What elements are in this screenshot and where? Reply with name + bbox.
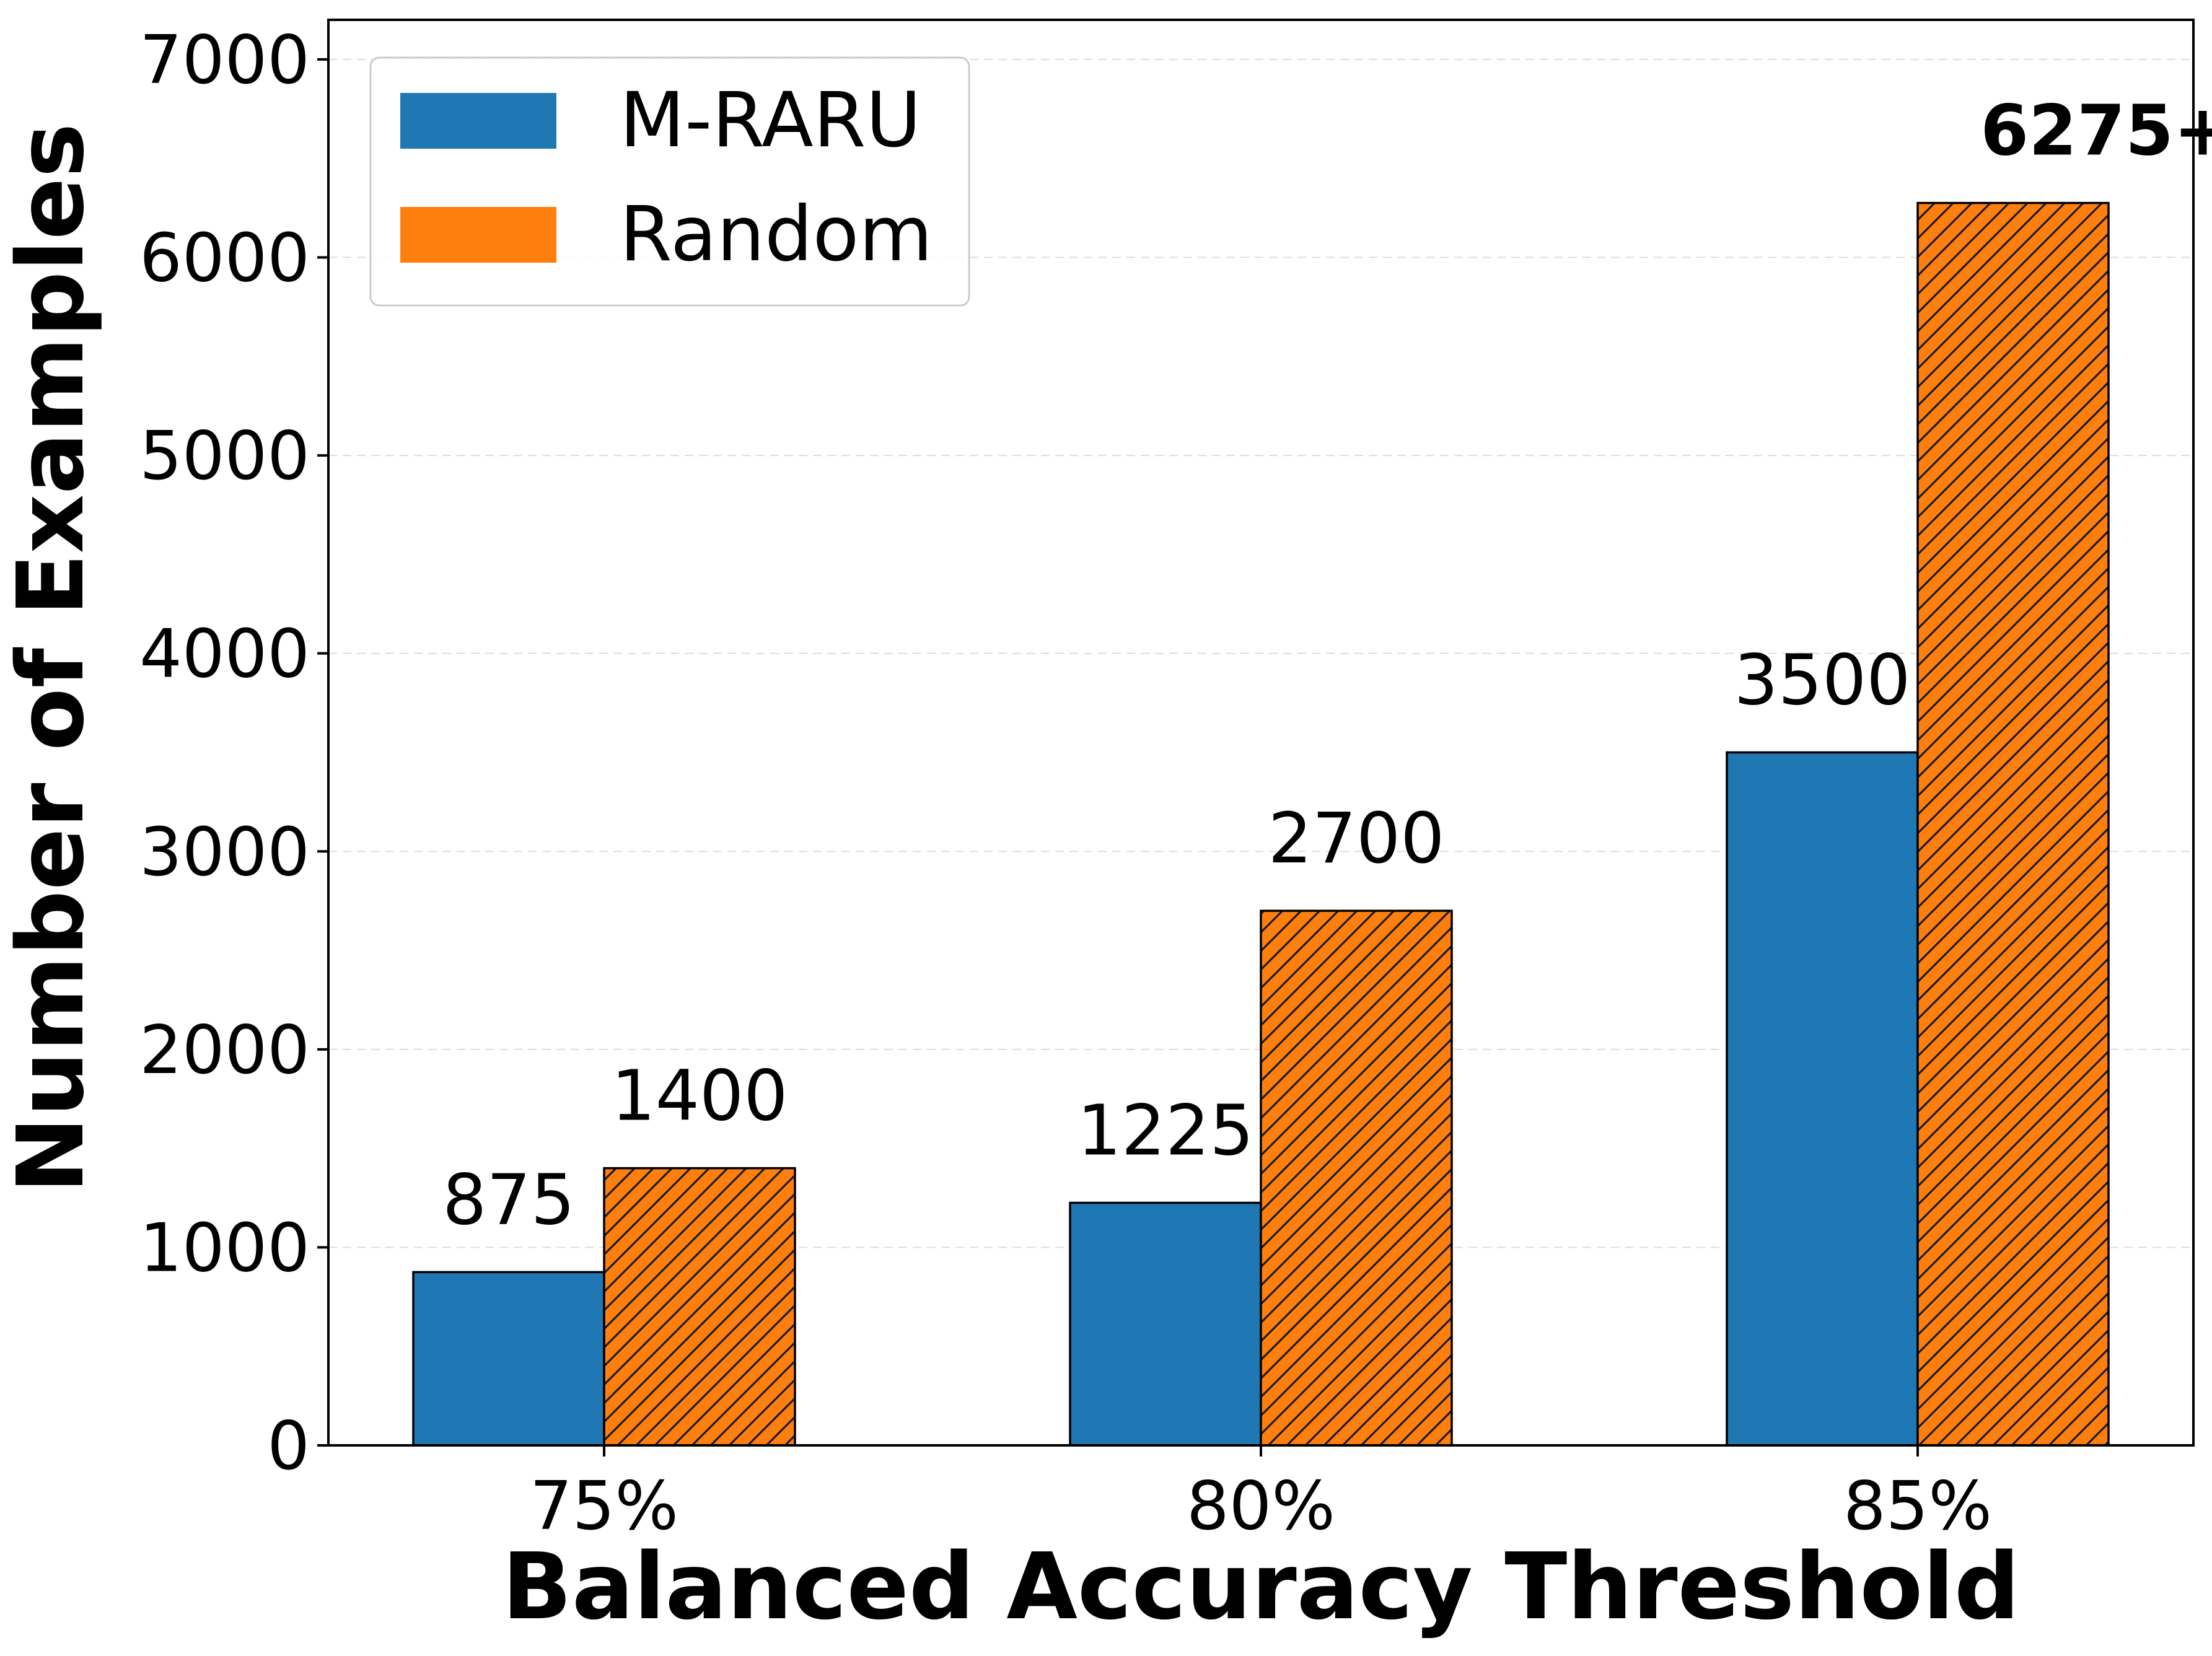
bar-m-raru-2 xyxy=(1069,1201,1262,1447)
bar-random-2 xyxy=(1260,909,1453,1447)
y-tick-label: 4000 xyxy=(139,616,310,693)
x-tick-label: 80% xyxy=(1187,1468,1335,1545)
x-tick-label: 85% xyxy=(1843,1468,1992,1545)
data-label: 3500 xyxy=(1734,640,1910,721)
y-tick-label: 6000 xyxy=(139,220,310,297)
y-axis-title: Number of Examples xyxy=(0,123,104,1194)
x-axis-ticks: 75% 80% 85% xyxy=(530,1445,1992,1545)
data-label: 2700 xyxy=(1268,799,1444,879)
bar-m-raru-1 xyxy=(412,1271,605,1447)
y-tick-label: 1000 xyxy=(139,1209,310,1287)
data-label: 6275+ xyxy=(1980,91,2212,172)
y-tick-label: 2000 xyxy=(139,1012,310,1089)
legend-swatch xyxy=(400,93,556,149)
y-tick-label: 3000 xyxy=(139,813,310,891)
data-label: 875 xyxy=(442,1160,575,1240)
legend: M-RARU Random xyxy=(369,56,970,307)
x-tick-label: 75% xyxy=(530,1468,678,1545)
legend-entry: Random xyxy=(620,190,933,278)
x-axis-title: Balanced Accuracy Threshold xyxy=(502,1533,2020,1640)
bar-m-raru-3 xyxy=(1726,751,1919,1447)
legend-swatch xyxy=(400,207,556,263)
bar-random-3 xyxy=(1916,201,2110,1447)
y-axis-ticks: 0 1000 2000 3000 4000 5000 6000 7000 xyxy=(139,22,328,1485)
y-tick-label: 7000 xyxy=(139,22,310,99)
bars xyxy=(412,201,2110,1447)
bar-random-1 xyxy=(603,1167,796,1447)
legend-entry: M-RARU xyxy=(620,76,921,164)
y-tick-label: 0 xyxy=(267,1408,310,1485)
data-label: 1400 xyxy=(611,1056,788,1137)
data-labels: 875 1400 1225 2700 3500 6275+ xyxy=(442,91,2212,1241)
y-tick-label: 5000 xyxy=(139,418,310,495)
data-label: 1225 xyxy=(1077,1091,1253,1172)
